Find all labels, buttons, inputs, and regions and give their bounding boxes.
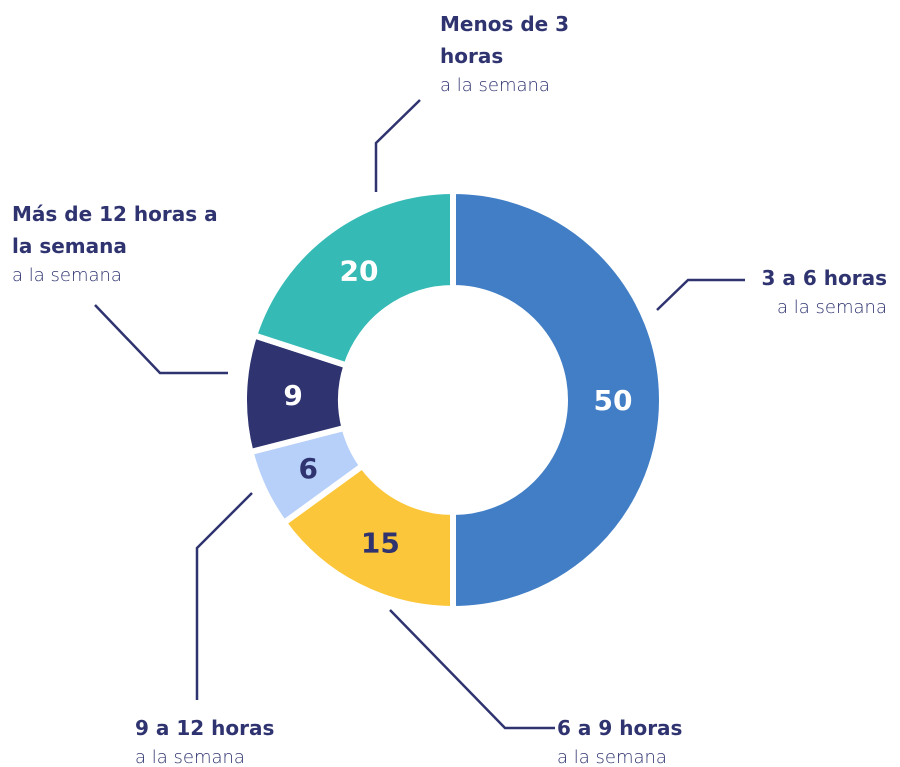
category-name: 3 a 6 horas (761, 266, 887, 290)
donut-slice (450, 187, 665, 613)
category-label: 3 a 6 horas a la semana (762, 262, 887, 322)
donut-slice (250, 187, 456, 370)
leader-line (389, 609, 555, 730)
category-label: 9 a 12 horas a la semana (135, 712, 274, 767)
value-label: 20 (339, 255, 378, 288)
donut-slice (279, 461, 456, 613)
category-label: 6 a 9 horas a la semana (557, 712, 682, 767)
category-label: Menos de 3 horas a la semana (440, 8, 570, 100)
leader-line (94, 304, 228, 375)
category-sublabel: a la semana (12, 265, 122, 286)
category-name: Menos de 3 horas (440, 12, 570, 68)
category-sublabel: a la semana (557, 747, 667, 767)
category-sublabel: a la semana (135, 747, 245, 767)
value-label: 50 (594, 384, 633, 417)
leader-line (374, 99, 421, 192)
category-label: Más de 12 horas a la semana a la semana (12, 198, 227, 290)
value-label: 15 (361, 527, 400, 560)
category-name: 9 a 12 horas (135, 716, 275, 740)
leader-line (656, 278, 745, 311)
category-name: 6 a 9 horas (557, 716, 683, 740)
value-label: 9 (283, 379, 302, 412)
category-sublabel: a la semana (440, 75, 550, 96)
leader-line (195, 492, 253, 700)
value-label: 6 (298, 452, 317, 485)
category-sublabel: a la semana (777, 297, 887, 318)
category-name: Más de 12 horas a la semana (12, 202, 218, 258)
